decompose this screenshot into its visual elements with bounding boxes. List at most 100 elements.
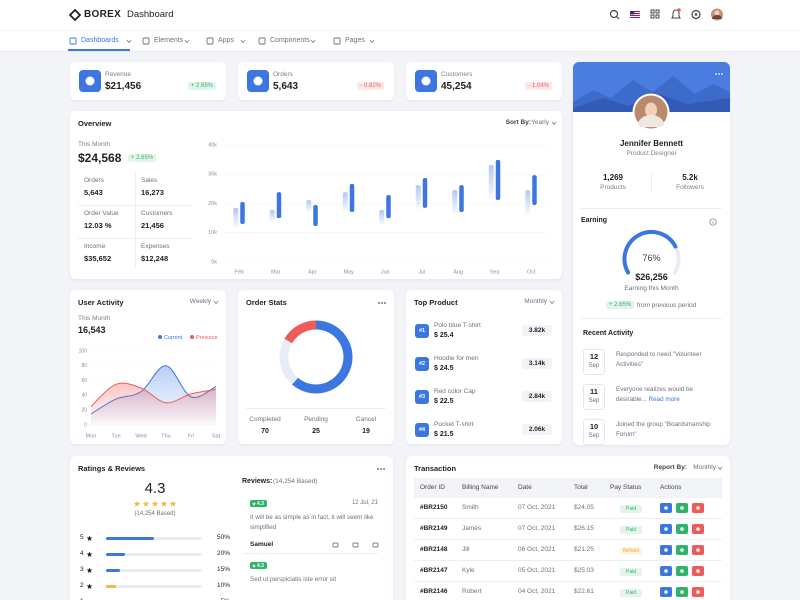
- stat-icon: [415, 70, 437, 92]
- donut-segment: [279, 338, 299, 385]
- rating-track: [106, 585, 202, 588]
- rating-bar: [106, 585, 116, 588]
- y-tick-label: 0: [84, 422, 87, 428]
- star-icon: [252, 501, 256, 506]
- table-cell: 07 Oct, 2021: [518, 504, 556, 511]
- delete-button[interactable]: [692, 587, 704, 597]
- menu-dot: [383, 468, 385, 470]
- x-tick-label: Tue: [111, 433, 120, 439]
- delete-button[interactable]: [692, 545, 704, 555]
- more-menu[interactable]: [378, 301, 388, 305]
- review-author: Samuel: [250, 541, 274, 548]
- chevron: [369, 39, 375, 44]
- delete-button[interactable]: [692, 566, 704, 576]
- edit-button[interactable]: [676, 566, 688, 576]
- overview-total: $24,568: [78, 151, 122, 165]
- view-button[interactable]: [660, 587, 672, 597]
- menu-dot: [384, 302, 386, 304]
- area-fill: [91, 383, 216, 425]
- review-action[interactable]: [332, 542, 339, 548]
- table-cell: $25.03: [574, 567, 594, 574]
- x-tick-label: Feb: [235, 269, 244, 275]
- menu-dot: [380, 468, 382, 470]
- stat-icon-glyph: [253, 76, 263, 86]
- edit-button[interactable]: [676, 587, 688, 597]
- profile-stat-label: Products: [600, 184, 626, 191]
- sort-value[interactable]: Yearly: [531, 119, 549, 126]
- product-name: Red color Cap: [434, 388, 476, 395]
- review-actions: [332, 542, 379, 548]
- stat-label: Orders: [273, 71, 293, 78]
- date-day: 12: [589, 352, 599, 361]
- review-action[interactable]: [372, 542, 379, 548]
- range-bar: [459, 185, 464, 212]
- search-icon[interactable]: [609, 9, 620, 20]
- settings-icon[interactable]: [691, 9, 701, 20]
- x-tick-label: Fri: [188, 433, 194, 439]
- product-price: $ 22.5: [434, 398, 454, 405]
- table-cell: 05 Oct, 2021: [518, 567, 556, 574]
- range-bar: [313, 204, 318, 227]
- x-tick-label: Aug: [453, 269, 463, 275]
- row-divider: [414, 560, 722, 561]
- menu-dot: [721, 73, 723, 75]
- stat-label: Revenue: [105, 71, 132, 78]
- activity-chart: 0 20 40 60 80 100 Mon Tue Wed Thu Fri Sat Current Pre…: [79, 335, 221, 440]
- nav-item[interactable]: Elements: [154, 37, 184, 44]
- metric-label: Orders: [84, 177, 104, 184]
- star-count: 1: [80, 598, 84, 600]
- star-count: 2: [80, 582, 84, 589]
- nav-item[interactable]: Apps: [218, 37, 234, 44]
- stat-icon-glyph: [85, 76, 95, 86]
- view-button[interactable]: [660, 545, 672, 555]
- period-select[interactable]: Monthly: [524, 298, 547, 305]
- metric-divider: [135, 173, 136, 269]
- period-label: This Month: [78, 141, 111, 148]
- stat-change: + 2.65%: [187, 82, 216, 90]
- reviews-based: (14,254 Based): [273, 478, 318, 485]
- metric-divider: [78, 238, 192, 239]
- y-tick-label: 0k: [211, 259, 217, 265]
- view-button[interactable]: [660, 566, 672, 576]
- stat-value: 5,643: [273, 81, 299, 92]
- edit-button[interactable]: [676, 545, 688, 555]
- overview-chart: 0k 10k 20k 30k 40k Feb Mar Apr May Jun Jul Aug Sep Oc…: [208, 142, 550, 275]
- rating-stars: [133, 500, 177, 507]
- stat-value: 45,254: [441, 81, 472, 92]
- delete-button[interactable]: [692, 503, 704, 513]
- donut-segment: [292, 320, 353, 394]
- review-action[interactable]: [352, 542, 359, 548]
- product-price: $ 24.5: [434, 365, 454, 372]
- more-menu[interactable]: [715, 72, 725, 76]
- nav-icon-shape: [206, 37, 214, 45]
- info-circle: [709, 218, 717, 226]
- edit-button[interactable]: [676, 524, 688, 534]
- profile-card: Jennifer Bennett Product Designer 1,269 Pro…: [573, 62, 730, 445]
- nav-item[interactable]: Pages: [345, 37, 365, 44]
- apps-icon[interactable]: [650, 9, 660, 19]
- report-value[interactable]: Monthly: [693, 464, 716, 471]
- row-divider: [414, 581, 722, 582]
- notification-icon[interactable]: [671, 8, 681, 19]
- product-price: $ 21.5: [434, 431, 454, 438]
- delete-button[interactable]: [692, 524, 704, 534]
- reviews-title: Reviews:: [242, 478, 273, 485]
- status-pill: Paid: [620, 526, 642, 534]
- chevron-path: [717, 466, 723, 471]
- read-more-link[interactable]: Read more: [648, 396, 680, 403]
- view-button[interactable]: [660, 503, 672, 513]
- nav-active-underline: [68, 49, 130, 51]
- button-glyph: [696, 506, 700, 510]
- table-cell: $22.61: [574, 588, 594, 595]
- overview-change: + 2.65%: [128, 154, 157, 162]
- nav-item[interactable]: Components: [270, 37, 310, 44]
- star-count: 5: [80, 534, 84, 541]
- nav-item[interactable]: Dashboards: [81, 37, 119, 44]
- period-select[interactable]: Weekly: [189, 298, 211, 305]
- rating-track: [106, 553, 202, 556]
- user-avatar[interactable]: [711, 8, 723, 21]
- language-flag[interactable]: [630, 11, 640, 18]
- edit-button[interactable]: [676, 503, 688, 513]
- more-menu[interactable]: [377, 467, 387, 471]
- view-button[interactable]: [660, 524, 672, 534]
